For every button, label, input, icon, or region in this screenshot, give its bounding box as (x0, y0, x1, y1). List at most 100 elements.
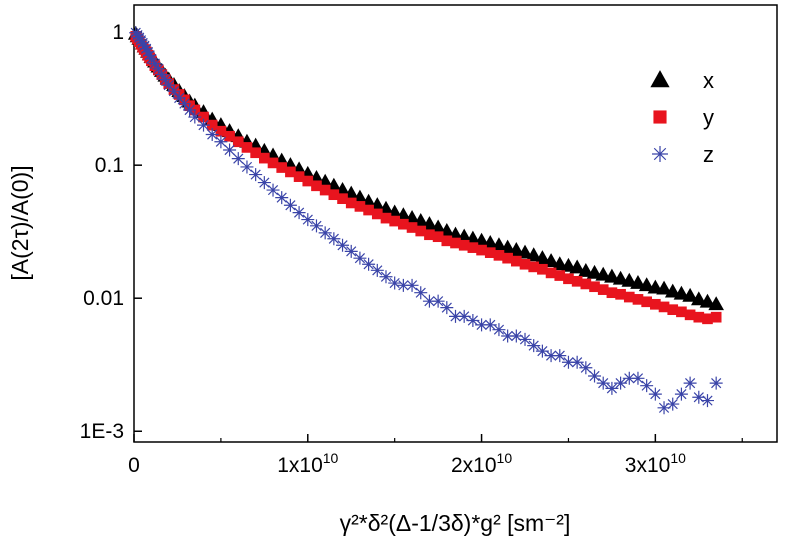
data-point-x (517, 244, 533, 259)
data-point-z (172, 91, 186, 105)
x-tick-label: 3x1010 (625, 450, 686, 477)
data-point-z (177, 97, 191, 111)
legend-item-y: y (653, 105, 714, 130)
data-point-z (155, 68, 169, 82)
data-point-z (666, 397, 680, 411)
data-point-z (527, 339, 541, 353)
data-point-x (595, 266, 612, 281)
data-point-z (188, 110, 202, 124)
x-tick-label: 0 (128, 454, 140, 477)
legend-label-z: z (703, 142, 714, 167)
legend-marker-y (653, 110, 667, 124)
data-point-z (283, 198, 297, 212)
data-point-y (658, 301, 670, 313)
data-point-y (424, 229, 435, 241)
data-point-z (614, 376, 628, 390)
data-point-y (632, 294, 644, 305)
data-point-y (563, 273, 574, 285)
data-point-z (588, 369, 602, 383)
data-point-x (604, 268, 620, 283)
data-point-y (363, 204, 374, 216)
data-point-y (693, 311, 705, 323)
data-point-y (198, 111, 209, 123)
data-point-z (388, 276, 402, 290)
data-point-x (664, 283, 681, 298)
data-point-z (501, 329, 515, 343)
data-point-y (285, 166, 296, 178)
data-point-z (162, 78, 176, 92)
data-point-y (293, 171, 305, 182)
data-point-z (579, 361, 593, 375)
data-point-z (327, 232, 341, 246)
data-point-y (623, 291, 635, 303)
data-point-y (519, 258, 531, 270)
data-point-x (656, 280, 672, 295)
y-axis-title: [A(2τ)/A(0)] (7, 165, 33, 280)
data-point-y (528, 261, 540, 273)
data-point-y (267, 157, 279, 169)
data-point-y (206, 119, 218, 131)
data-point-y (276, 162, 288, 173)
data-point-z (700, 394, 714, 408)
data-point-z (167, 84, 181, 98)
data-point-z (405, 278, 419, 292)
data-point-z (518, 332, 532, 346)
data-point-z (151, 62, 165, 76)
data-point-z (336, 238, 350, 252)
data-point-z (605, 381, 619, 395)
data-point-y (415, 225, 427, 237)
data-point-z (509, 329, 523, 343)
data-point-y (702, 313, 713, 325)
legend-item-z: z (652, 142, 714, 167)
data-point-z (561, 355, 575, 369)
plot-frame (133, 4, 778, 443)
data-point-z (205, 128, 219, 142)
data-point-z (570, 355, 584, 369)
data-point-y (710, 311, 722, 323)
data-point-y (580, 278, 592, 290)
data-point-y (380, 212, 392, 224)
data-point-z (674, 387, 688, 401)
data-point-x (543, 253, 559, 267)
data-point-z (141, 45, 155, 59)
data-point-y (389, 215, 401, 227)
data-point-y (597, 284, 609, 295)
data-point-x (569, 259, 585, 274)
y-tick-label: 0.01 (83, 287, 124, 310)
data-point-x (638, 277, 655, 292)
data-point-y (484, 247, 496, 258)
data-point-z (309, 219, 323, 233)
data-point-z (657, 401, 671, 415)
x-axis-ticks: 0 1x1010 2x1010 3x1010 (128, 434, 743, 477)
data-point-z (158, 73, 172, 87)
data-point-z (449, 309, 462, 323)
legend-label-x: x (703, 68, 714, 93)
data-point-z (414, 286, 428, 300)
data-point-y (545, 267, 557, 279)
data-point-z (301, 213, 315, 227)
data-point-x (699, 293, 716, 308)
data-point-y (571, 275, 583, 287)
x-tick-label: 2x1010 (451, 450, 512, 477)
data-point-z (318, 226, 332, 240)
data-point-z (370, 263, 384, 277)
data-point-y (328, 189, 340, 201)
data-point-z (431, 294, 445, 308)
data-point-z (275, 191, 289, 205)
series-layer (127, 25, 724, 415)
data-point-z (709, 376, 723, 390)
data-point-y (554, 270, 566, 281)
data-point-x (612, 270, 629, 285)
data-point-y (641, 296, 652, 308)
data-point-y (458, 239, 470, 251)
data-point-z (266, 183, 280, 197)
data-point-x (508, 242, 525, 256)
data-point-x (586, 264, 603, 279)
data-point-z (139, 42, 153, 56)
data-point-y (589, 281, 600, 293)
data-point-z (344, 244, 358, 258)
data-point-y (502, 252, 513, 264)
data-point-z (197, 118, 211, 132)
data-point-z (249, 168, 263, 182)
data-point-z (362, 257, 376, 271)
